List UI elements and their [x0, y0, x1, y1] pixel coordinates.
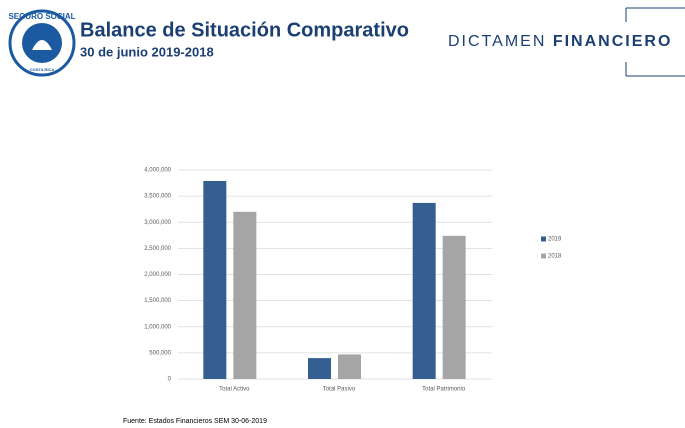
y-tick-label: 0 [168, 377, 172, 383]
frame-lines [625, 7, 685, 77]
source: Fuente: Estados Financieros SEM 30-06-20… [123, 418, 267, 425]
y-tick-label: 1,500,000 [144, 298, 171, 304]
y-tick-label: 1,000,000 [144, 324, 171, 330]
y-tick-label: 4,000,000 [144, 168, 171, 174]
plot: 0 500,000 1,000,000 1,500,000 2,000,000 2,500… [144, 168, 562, 393]
y-tick-label: 2,500,000 [144, 246, 171, 252]
logo-figure [32, 40, 52, 50]
legend-label: 2018 [548, 254, 562, 260]
logo-text: COSTA RICA [30, 67, 55, 72]
logo-text: SEGURO SOCIAL [8, 12, 75, 21]
y-tick-label: 3,500,000 [144, 194, 171, 200]
bar [442, 235, 466, 379]
title: Balance de Situación Comparativo [80, 19, 409, 41]
legend-swatch [541, 236, 546, 242]
brand: DICTAMEN FINANCIERO [448, 33, 672, 50]
legend-swatch [541, 253, 546, 259]
brand-bold: FINANCIERO [553, 33, 673, 50]
bar [308, 358, 331, 379]
bar [233, 211, 257, 379]
x-tick-label: Total Patrimonio [422, 387, 466, 393]
bar [203, 180, 227, 379]
bar [338, 354, 361, 379]
subtitle: 30 de junio 2019-2018 [80, 44, 214, 59]
y-tick-label: 2,000,000 [144, 272, 171, 278]
x-tick-label: Total Activo [219, 387, 250, 393]
x-tick-label: Total Pasivo [323, 387, 356, 393]
y-tick-label: 3,000,000 [144, 220, 171, 226]
legend-label: 2019 [548, 237, 562, 243]
y-tick-label: 500,000 [149, 350, 171, 356]
brand-light: DICTAMEN [448, 33, 546, 50]
bar [412, 202, 436, 379]
